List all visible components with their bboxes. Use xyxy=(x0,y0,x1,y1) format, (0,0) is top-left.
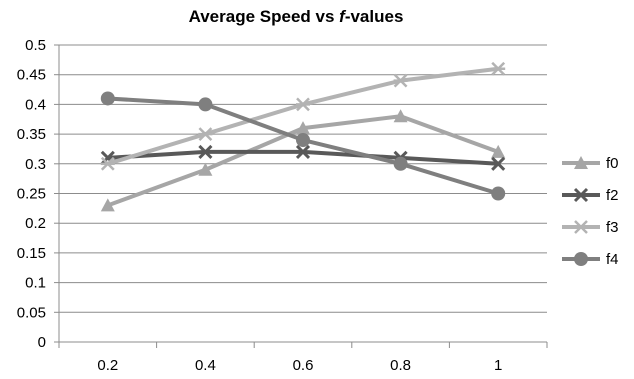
y-tick-label: 0.25 xyxy=(17,186,46,203)
data-point-f4 xyxy=(296,133,310,148)
data-point-f3 xyxy=(491,61,506,76)
data-point-f2 xyxy=(295,144,311,159)
y-tick-label: 0.2 xyxy=(25,215,46,232)
data-point-f3 xyxy=(393,73,408,88)
legend-label: f4 xyxy=(606,251,619,268)
legend-label: f0 xyxy=(606,155,619,172)
series-f3 xyxy=(100,61,506,171)
series-f2 xyxy=(100,144,506,171)
x-tick-label: 1 xyxy=(494,357,502,374)
data-point-f0 xyxy=(393,109,408,123)
chart-title: Average Speed vs f-values xyxy=(189,7,404,26)
series-group xyxy=(100,61,506,212)
y-tick-label: 0.05 xyxy=(17,304,46,321)
legend-label: f3 xyxy=(606,219,619,236)
data-point-f3 xyxy=(296,97,310,112)
legend-item-f4: f4 xyxy=(562,251,619,268)
y-tick-label: 0.3 xyxy=(25,156,46,173)
data-point-f0 xyxy=(296,121,310,135)
data-point-f0 xyxy=(100,198,115,212)
legend-item-f0: f0 xyxy=(562,155,619,172)
data-point-f2 xyxy=(491,156,506,171)
legend-marker xyxy=(574,156,588,169)
x-tick-label: 0.8 xyxy=(390,357,411,374)
data-point-f2 xyxy=(198,144,213,159)
series-f4 xyxy=(100,91,506,201)
legend-item-f3: f3 xyxy=(562,219,619,236)
y-tick-label: 0 xyxy=(38,334,46,351)
legend-item-f2: f2 xyxy=(562,187,619,204)
y-tick-label: 0.4 xyxy=(25,96,46,113)
y-tick-label: 0.5 xyxy=(25,37,46,54)
legend-marker xyxy=(573,187,589,203)
data-point-f4 xyxy=(491,186,506,201)
y-tick-label: 0.35 xyxy=(17,126,46,143)
data-point-f3 xyxy=(100,156,115,171)
x-tick-label: 0.4 xyxy=(195,357,216,374)
series-line-f3 xyxy=(107,66,499,166)
x-tick-label: 0.2 xyxy=(97,357,118,374)
legend: f0 f2 f3 f4 xyxy=(562,155,619,268)
data-point-f0 xyxy=(198,162,213,176)
x-tick-label: 0.6 xyxy=(293,357,314,374)
data-point-f3 xyxy=(198,127,213,141)
data-point-f4 xyxy=(393,156,408,171)
legend-label: f2 xyxy=(606,187,619,204)
y-tick-label: 0.1 xyxy=(25,275,46,292)
data-point-f4 xyxy=(100,91,115,106)
gridlines xyxy=(59,44,547,343)
axes: 0 0.05 0.1 0.15 0.2 0.25 0.3 0.35 0.4 0.45 0.5 0.2 0… xyxy=(17,37,548,374)
data-point-f4 xyxy=(198,97,213,112)
legend-marker xyxy=(574,220,588,234)
series-f0 xyxy=(100,109,506,212)
legend-marker xyxy=(574,252,588,266)
y-tick-label: 0.15 xyxy=(17,245,46,262)
data-point-f0 xyxy=(491,144,506,158)
y-tick-label: 0.45 xyxy=(17,67,46,84)
